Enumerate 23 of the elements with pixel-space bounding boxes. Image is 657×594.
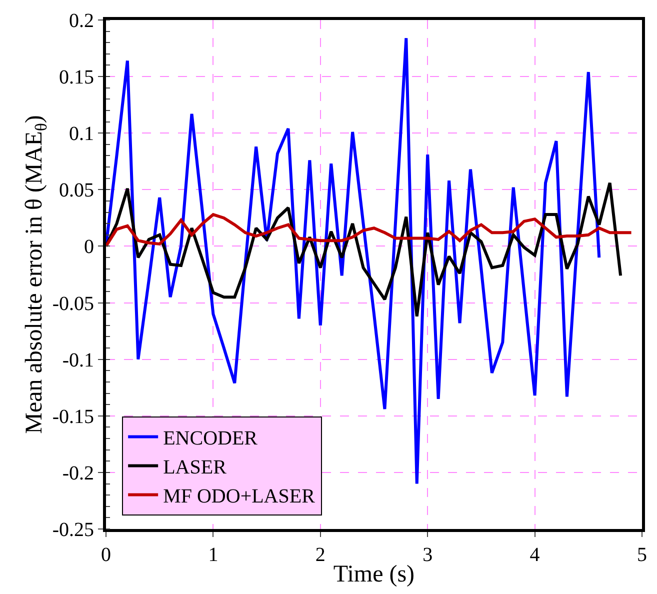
legend-label: ENCODER bbox=[163, 428, 258, 450]
x-tick-label: 0 bbox=[101, 544, 111, 566]
legend-label: LASER bbox=[163, 456, 228, 479]
legend-label: MF ODO+LASER bbox=[163, 486, 316, 508]
x-tick-label: 4 bbox=[530, 544, 540, 566]
y-tick-label: 0.15 bbox=[59, 66, 94, 89]
y-tick-label: 0.1 bbox=[69, 123, 94, 146]
x-tick-label: 1 bbox=[208, 544, 218, 566]
x-tick-label: 2 bbox=[315, 544, 326, 566]
y-tick-label: 0 bbox=[84, 236, 94, 258]
line-series bbox=[106, 181, 622, 318]
y-tick-label: 0.05 bbox=[59, 180, 94, 202]
y-tick-label: 0.2 bbox=[69, 10, 94, 32]
x-axis-title: Time (s) bbox=[333, 561, 415, 588]
y-tick-label: -0.2 bbox=[62, 462, 94, 484]
y-tick-label: -0.1 bbox=[62, 349, 94, 372]
y-tick-label: -0.05 bbox=[52, 292, 94, 315]
x-tick-label: 3 bbox=[422, 544, 433, 566]
y-tick-label: -0.15 bbox=[52, 406, 94, 428]
x-tick-label: 5 bbox=[637, 544, 647, 566]
line-series bbox=[106, 36, 601, 486]
line-series bbox=[106, 213, 633, 248]
y-tick-label: -0.25 bbox=[52, 519, 94, 541]
